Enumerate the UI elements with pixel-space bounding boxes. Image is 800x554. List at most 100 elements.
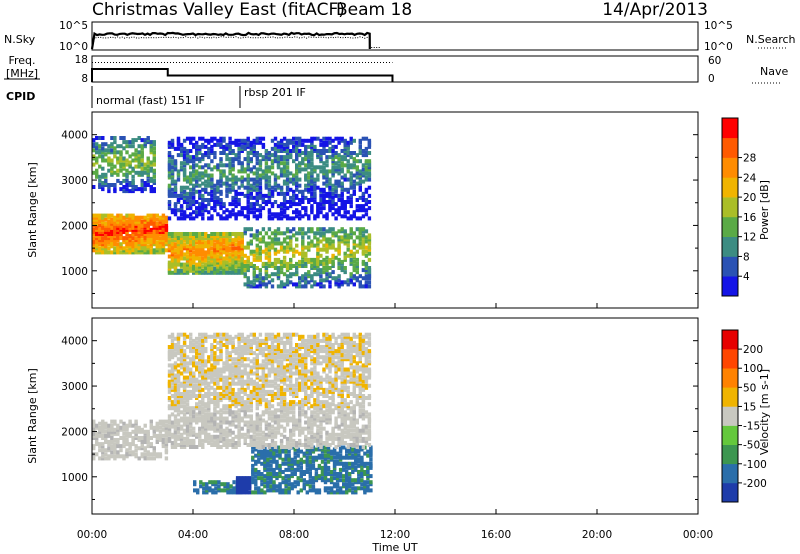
velocity-cell [110, 419, 114, 424]
nsky-label: N.Sky [4, 33, 36, 46]
power-cell [261, 282, 266, 287]
velocity-cell [201, 381, 205, 386]
velocity-cell [101, 454, 105, 459]
power-cell [319, 227, 323, 232]
power-cell [261, 278, 266, 283]
power-cell [222, 138, 226, 143]
power-cell [255, 237, 259, 242]
power-cell [198, 232, 202, 236]
power-cell [258, 140, 263, 145]
power-cell [231, 187, 235, 192]
power-cell [210, 177, 214, 182]
power-cell [331, 264, 335, 268]
power-cell [364, 249, 369, 254]
velocity-cell [167, 389, 172, 394]
velocity-cell [275, 459, 279, 464]
power-cell [322, 136, 326, 141]
velocity-cell [195, 377, 199, 382]
power-cell [207, 260, 211, 265]
velocity-cell [272, 449, 276, 454]
velocity-cell [134, 444, 138, 449]
power-cell [285, 227, 290, 232]
power-cell [225, 232, 229, 236]
power-cell [182, 242, 187, 247]
power-cell [258, 247, 262, 252]
velocity-cell [285, 416, 290, 421]
velocity-cell [310, 418, 314, 423]
velocity-cell [270, 428, 275, 433]
power-cell [261, 142, 266, 147]
velocity-cell [176, 334, 181, 339]
velocity-cell [195, 355, 199, 360]
power-cell [140, 183, 144, 187]
velocity-cell [332, 449, 337, 454]
power-cell [279, 280, 284, 285]
velocity-cell [346, 428, 350, 433]
velocity-cell [281, 461, 285, 466]
velocity-cell [254, 453, 258, 458]
velocity-cell [239, 476, 243, 481]
power-cell [125, 250, 129, 255]
velocity-cell [255, 416, 259, 421]
power-cell [231, 232, 235, 236]
power-cell [219, 204, 223, 209]
power-cell [255, 247, 259, 252]
power-cell [325, 155, 329, 160]
power-cell [304, 144, 308, 149]
power-cell [210, 159, 214, 164]
velocity-cell [319, 441, 323, 445]
power-cell [328, 149, 332, 153]
power-cell [304, 231, 308, 236]
velocity-cell [287, 486, 291, 491]
power-cell [228, 157, 232, 162]
power-cell [319, 231, 323, 236]
power-cell [167, 151, 172, 155]
power-cell [207, 183, 211, 188]
power-cell [176, 254, 181, 259]
range-tick-label: 1000 [61, 266, 88, 278]
velocity-cell [298, 438, 302, 443]
power-cell [167, 240, 172, 245]
velocity-cell [269, 467, 273, 472]
velocity-cell [219, 434, 223, 439]
power-cell [289, 235, 293, 240]
power-cell [358, 241, 362, 246]
power-cell [134, 219, 138, 224]
velocity-cell [278, 482, 282, 487]
power-cell [328, 241, 332, 246]
velocity-cell [342, 474, 346, 479]
power-cell [192, 155, 196, 160]
power-cell [192, 232, 196, 236]
velocity-cell [260, 488, 264, 493]
power-cell [201, 244, 205, 249]
power-cell [240, 206, 244, 211]
power-cell [192, 236, 196, 241]
velocity-cell [189, 347, 193, 351]
velocity-cell [213, 420, 217, 425]
power-cell [295, 214, 299, 219]
power-cell [264, 193, 269, 198]
power-cell [195, 151, 199, 155]
colorbar-tick-label: 12 [743, 232, 756, 244]
velocity-cell [234, 441, 238, 445]
power-cell [246, 216, 250, 221]
colorbar-swatch [722, 276, 738, 297]
power-cell [222, 173, 226, 178]
power-cell [92, 142, 96, 147]
velocity-cell [326, 478, 331, 483]
velocity-cell [222, 336, 226, 341]
velocity-cell [119, 448, 123, 453]
power-cell [337, 206, 341, 211]
power-cell [192, 159, 196, 164]
velocity-cell [282, 418, 287, 423]
power-cell [231, 212, 235, 217]
velocity-cell [195, 387, 199, 392]
velocity-cell [201, 347, 205, 351]
power-cell [113, 230, 117, 234]
velocity-cell [261, 410, 266, 415]
velocity-cell [284, 461, 288, 466]
velocity-cell [357, 486, 361, 491]
power-cell [207, 256, 211, 261]
velocity-cell [192, 343, 196, 347]
